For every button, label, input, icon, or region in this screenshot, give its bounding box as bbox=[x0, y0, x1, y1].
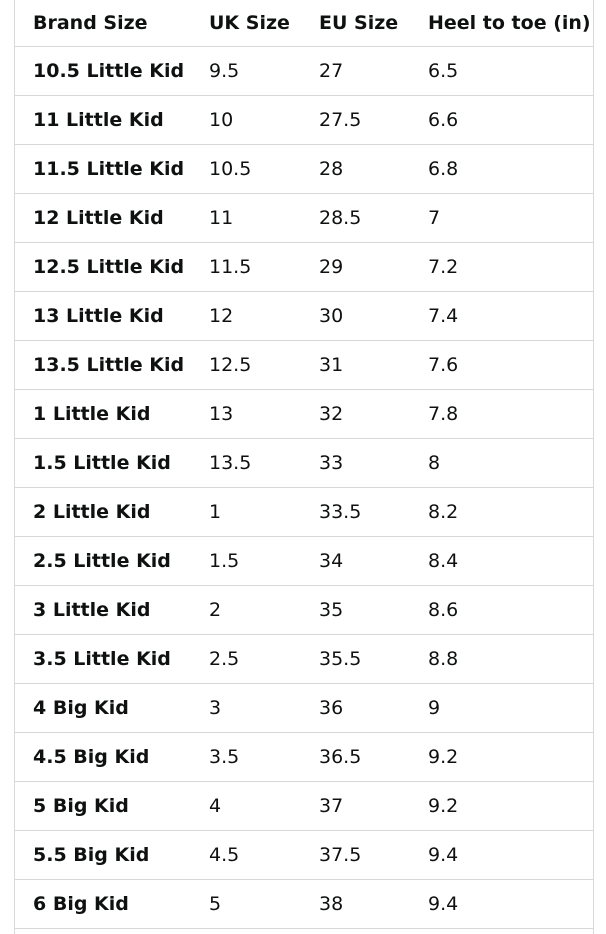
uk-size-cell: 3.5 bbox=[191, 732, 301, 782]
eu-size-cell: 35.5 bbox=[301, 634, 410, 684]
brand-size-cell: 5.5 Big Kid bbox=[15, 830, 191, 880]
brand-size-cell: 12 Little Kid bbox=[15, 193, 191, 243]
table-row: 12 Little Kid 11 28.5 7 bbox=[15, 193, 593, 243]
heel-to-toe-cell: 7.6 bbox=[410, 340, 593, 390]
eu-size-cell: 37.5 bbox=[301, 830, 410, 880]
heel-to-toe-cell: 9.4 bbox=[410, 879, 593, 929]
brand-size-cell: 12.5 Little Kid bbox=[15, 242, 191, 292]
uk-size-cell: 3 bbox=[191, 683, 301, 733]
uk-size-cell: 11 bbox=[191, 193, 301, 243]
eu-size-cell: 35 bbox=[301, 585, 410, 635]
brand-size-cell: 2 Little Kid bbox=[15, 487, 191, 537]
heel-to-toe-cell: 9.2 bbox=[410, 781, 593, 831]
uk-size-cell: 13.5 bbox=[191, 438, 301, 488]
uk-size-cell: 10.5 bbox=[191, 144, 301, 194]
uk-size-cell: 12.5 bbox=[191, 340, 301, 390]
table-row: 3 Little Kid 2 35 8.6 bbox=[15, 585, 593, 635]
brand-size-cell: 5 Big Kid bbox=[15, 781, 191, 831]
table-row: 10.5 Little Kid 9.5 27 6.5 bbox=[15, 46, 593, 96]
eu-size-cell: 36 bbox=[301, 683, 410, 733]
table-row: 13 Little Kid 12 30 7.4 bbox=[15, 291, 593, 341]
header-uk-size: UK Size bbox=[191, 0, 301, 47]
brand-size-cell: 4 Big Kid bbox=[15, 683, 191, 733]
uk-size-cell: 10 bbox=[191, 95, 301, 145]
uk-size-cell: 13 bbox=[191, 389, 301, 439]
table-row: 4 Big Kid 3 36 9 bbox=[15, 683, 593, 733]
header-heel-to-toe: Heel to toe (in) bbox=[410, 0, 593, 47]
eu-size-cell: 31 bbox=[301, 340, 410, 390]
eu-size-cell: 29 bbox=[301, 242, 410, 292]
brand-size-cell: 13 Little Kid bbox=[15, 291, 191, 341]
brand-size-cell: 3 Little Kid bbox=[15, 585, 191, 635]
uk-size-cell: 1 bbox=[191, 487, 301, 537]
table-row: 1 Little Kid 13 32 7.8 bbox=[15, 389, 593, 439]
uk-size-cell: 4 bbox=[191, 781, 301, 831]
table-row: 11.5 Little Kid 10.5 28 6.8 bbox=[15, 144, 593, 194]
eu-size-cell: 38 bbox=[301, 879, 410, 929]
header-row: Brand Size UK Size EU Size Heel to toe (… bbox=[15, 0, 593, 47]
heel-to-toe-cell: 9.4 bbox=[410, 830, 593, 880]
table-row: 11 Little Kid 10 27.5 6.6 bbox=[15, 95, 593, 145]
eu-size-cell: 27 bbox=[301, 46, 410, 96]
table-row: 5 Big Kid 4 37 9.2 bbox=[15, 781, 593, 831]
eu-size-cell: 36.5 bbox=[301, 732, 410, 782]
brand-size-cell: 4.5 Big Kid bbox=[15, 732, 191, 782]
heel-to-toe-cell: 9 bbox=[410, 683, 593, 733]
heel-to-toe-cell: 8.4 bbox=[410, 536, 593, 586]
size-chart: Brand Size UK Size EU Size Heel to toe (… bbox=[14, 0, 594, 934]
heel-to-toe-cell: 7.8 bbox=[410, 389, 593, 439]
heel-to-toe-cell: 7 bbox=[410, 193, 593, 243]
uk-size-cell: 9.5 bbox=[191, 46, 301, 96]
eu-size-cell: 33 bbox=[301, 438, 410, 488]
heel-to-toe-cell: 8.8 bbox=[410, 634, 593, 684]
brand-size-cell: 6 Big Kid bbox=[15, 879, 191, 929]
heel-to-toe-cell: 6.8 bbox=[410, 144, 593, 194]
table-row: 2 Little Kid 1 33.5 8.2 bbox=[15, 487, 593, 537]
table-row: 4.5 Big Kid 3.5 36.5 9.2 bbox=[15, 732, 593, 782]
brand-size-cell: 1 Little Kid bbox=[15, 389, 191, 439]
uk-size-cell: 11.5 bbox=[191, 242, 301, 292]
eu-size-cell: 27.5 bbox=[301, 95, 410, 145]
eu-size-cell: 37 bbox=[301, 781, 410, 831]
table-row: 13.5 Little Kid 12.5 31 7.6 bbox=[15, 340, 593, 390]
brand-size-cell: 10.5 Little Kid bbox=[15, 46, 191, 96]
table-row: 5.5 Big Kid 4.5 37.5 9.4 bbox=[15, 830, 593, 880]
heel-to-toe-cell: 6.5 bbox=[410, 46, 593, 96]
table-row: 6 Big Kid 5 38 9.4 bbox=[15, 879, 593, 929]
heel-to-toe-cell: 7.2 bbox=[410, 242, 593, 292]
brand-size-cell: 1.5 Little Kid bbox=[15, 438, 191, 488]
uk-size-cell: 5 bbox=[191, 879, 301, 929]
eu-size-cell: 32 bbox=[301, 389, 410, 439]
heel-to-toe-cell: 8.2 bbox=[410, 487, 593, 537]
heel-to-toe-cell: 8.6 bbox=[410, 585, 593, 635]
uk-size-cell: 1.5 bbox=[191, 536, 301, 586]
table-body: 10.5 Little Kid 9.5 27 6.5 11 Little Kid 10 27… bbox=[15, 46, 593, 929]
uk-size-cell: 2 bbox=[191, 585, 301, 635]
eu-size-cell: 34 bbox=[301, 536, 410, 586]
table-row: 2.5 Little Kid 1.5 34 8.4 bbox=[15, 536, 593, 586]
brand-size-cell: 2.5 Little Kid bbox=[15, 536, 191, 586]
brand-size-cell: 11.5 Little Kid bbox=[15, 144, 191, 194]
eu-size-cell: 28 bbox=[301, 144, 410, 194]
heel-to-toe-cell: 6.6 bbox=[410, 95, 593, 145]
uk-size-cell: 12 bbox=[191, 291, 301, 341]
eu-size-cell: 33.5 bbox=[301, 487, 410, 537]
header-eu-size: EU Size bbox=[301, 0, 410, 47]
size-chart-table: Brand Size UK Size EU Size Heel to toe (… bbox=[15, 0, 593, 929]
header-brand-size: Brand Size bbox=[15, 0, 191, 47]
uk-size-cell: 4.5 bbox=[191, 830, 301, 880]
heel-to-toe-cell: 8 bbox=[410, 438, 593, 488]
eu-size-cell: 28.5 bbox=[301, 193, 410, 243]
table-row: 1.5 Little Kid 13.5 33 8 bbox=[15, 438, 593, 488]
brand-size-cell: 11 Little Kid bbox=[15, 95, 191, 145]
table-row: 3.5 Little Kid 2.5 35.5 8.8 bbox=[15, 634, 593, 684]
brand-size-cell: 13.5 Little Kid bbox=[15, 340, 191, 390]
brand-size-cell: 3.5 Little Kid bbox=[15, 634, 191, 684]
heel-to-toe-cell: 9.2 bbox=[410, 732, 593, 782]
uk-size-cell: 2.5 bbox=[191, 634, 301, 684]
heel-to-toe-cell: 7.4 bbox=[410, 291, 593, 341]
table-row: 12.5 Little Kid 11.5 29 7.2 bbox=[15, 242, 593, 292]
eu-size-cell: 30 bbox=[301, 291, 410, 341]
